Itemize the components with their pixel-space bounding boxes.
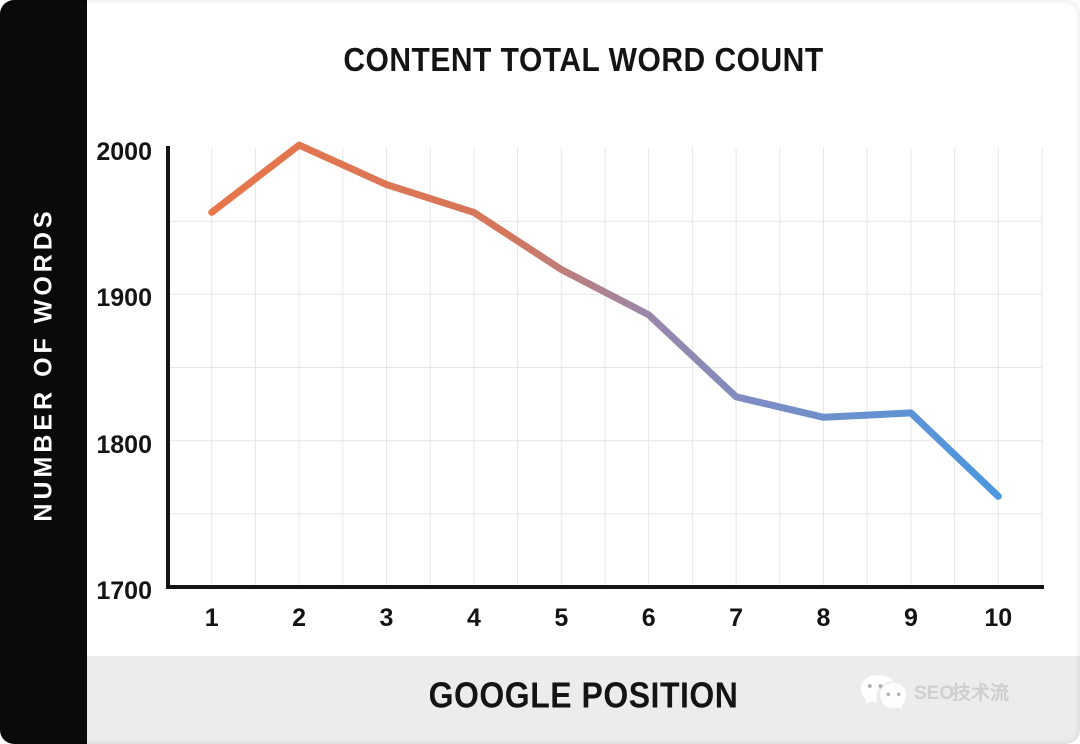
- svg-text:SEO: SEO: [914, 683, 954, 704]
- svg-text:技术流: 技术流: [952, 681, 1009, 704]
